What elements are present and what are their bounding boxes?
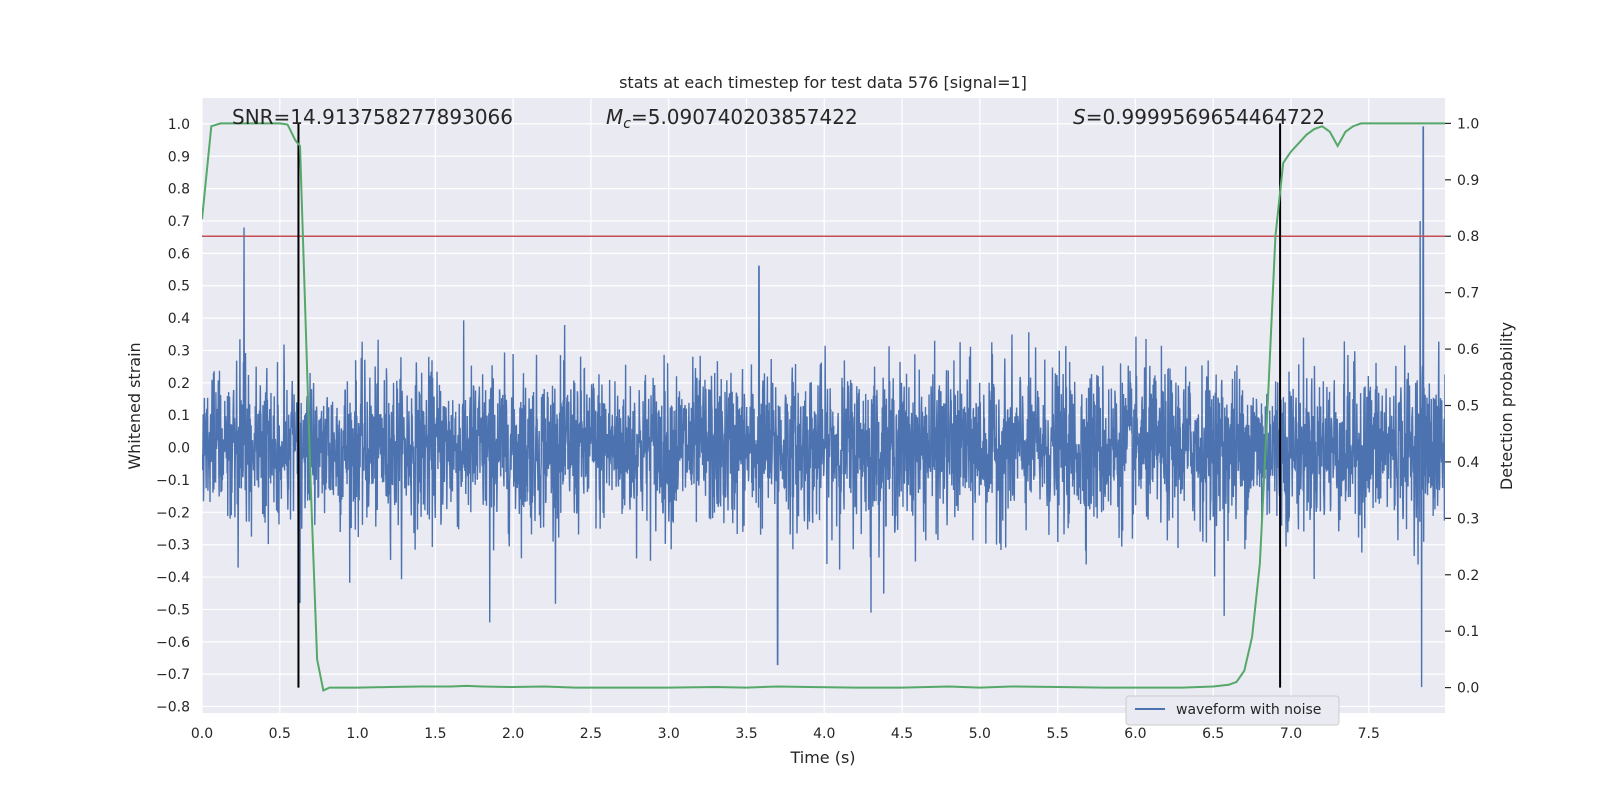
x-tick-label: 7.0 [1280,726,1302,742]
s-symbol: S [1073,105,1086,129]
s-value: =0.9999569654464722 [1086,105,1325,129]
y-right-tick-label: 0.6 [1457,342,1479,358]
y-left-tick-label: −0.3 [156,538,190,554]
y-left-tick-label: −0.2 [156,505,190,521]
x-tick-label: 4.0 [813,726,835,742]
mc-value: =5.090740203857422 [631,105,858,129]
y-left-tick-label: 0.4 [168,311,190,327]
y-right-tick-label: 0.1 [1457,624,1479,640]
detection-probability-series [202,122,1445,692]
y-right-tick-label: 0.4 [1457,455,1479,471]
x-tick-label: 0.0 [191,726,213,742]
plot-area [202,98,1445,713]
mc-subscript: c [623,116,631,132]
waveform-series [202,126,1445,688]
y-left-tick-label: 0.0 [168,441,190,457]
y-left-tick-label: 1.0 [168,117,190,133]
y-right-tick-label: 0.3 [1457,511,1479,527]
x-tick-label: 1.0 [346,726,368,742]
waveform-line [202,126,1445,688]
y-left-tick-label: −0.1 [156,473,190,489]
vertical-markers [297,123,1282,688]
y-right-tick-label: 0.0 [1457,681,1479,697]
s-annotation: S=0.9999569654464722 [1073,105,1325,129]
x-tick-label: 0.5 [269,726,291,742]
x-tick-label: 7.5 [1358,726,1380,742]
y-right-axis-ticks: 1.0 0.9 0.8 0.7 0.6 0.5 0.4 0.3 0.2 0.1 0.0 [1445,116,1479,697]
mc-symbol: M [606,105,623,129]
detection-probability-line [202,122,1445,692]
x-tick-label: 6.5 [1202,726,1224,742]
y-left-tick-label: 0.3 [168,343,190,359]
y-left-tick-label: −0.4 [156,570,190,586]
snr-annotation: SNR=14.913758277893066 [232,105,513,129]
y-right-tick-label: 0.5 [1457,399,1479,415]
y-left-tick-label: −0.6 [156,635,190,651]
x-tick-label: 5.0 [969,726,991,742]
y-left-tick-label: 0.5 [168,279,190,295]
y-left-tick-label: −0.8 [156,700,190,716]
legend: waveform with noise [1125,695,1340,726]
y-right-tick-label: 0.7 [1457,286,1479,302]
x-tick-label: 5.5 [1046,726,1068,742]
x-tick-label: 4.5 [891,726,913,742]
y-left-tick-label: 0.7 [168,214,190,230]
x-tick-label: 6.0 [1124,726,1146,742]
y-right-tick-label: 1.0 [1457,116,1479,132]
y-left-tick-label: −0.5 [156,602,190,618]
y-right-tick-label: 0.2 [1457,568,1479,584]
x-axis-ticks: 0.0 0.5 1.0 1.5 2.0 2.5 3.0 3.5 4.0 4.5 5.0 5.5 6.0 6… [191,726,1380,742]
x-tick-label: 3.0 [658,726,680,742]
y-left-tick-label: −0.7 [156,667,190,683]
x-tick-label: 2.0 [502,726,524,742]
y-left-tick-label: 0.9 [168,149,190,165]
y-left-axis-label: Whitened strain [125,342,144,469]
legend-entry: waveform with noise [1176,702,1321,718]
y-right-axis-label: Detection probability [1497,322,1516,490]
y-right-tick-label: 0.9 [1457,173,1479,189]
mc-annotation: Mc=5.090740203857422 [606,105,858,132]
y-left-tick-label: 0.6 [168,246,190,262]
legend-box [1125,695,1340,726]
y-left-tick-label: 0.8 [168,182,190,198]
y-left-tick-label: 0.1 [168,408,190,424]
x-tick-label: 3.5 [735,726,757,742]
x-tick-label: 2.5 [580,726,602,742]
y-left-axis-ticks: 1.0 0.9 0.8 0.7 0.6 0.5 0.4 0.3 0.2 0.1 0.0 −0.1 −0.… [156,117,190,716]
x-tick-label: 1.5 [424,726,446,742]
y-left-tick-label: 0.2 [168,376,190,392]
x-axis-label: Time (s) [789,748,855,767]
chart-title: stats at each timestep for test data 576… [619,73,1027,92]
y-right-tick-label: 0.8 [1457,229,1479,245]
